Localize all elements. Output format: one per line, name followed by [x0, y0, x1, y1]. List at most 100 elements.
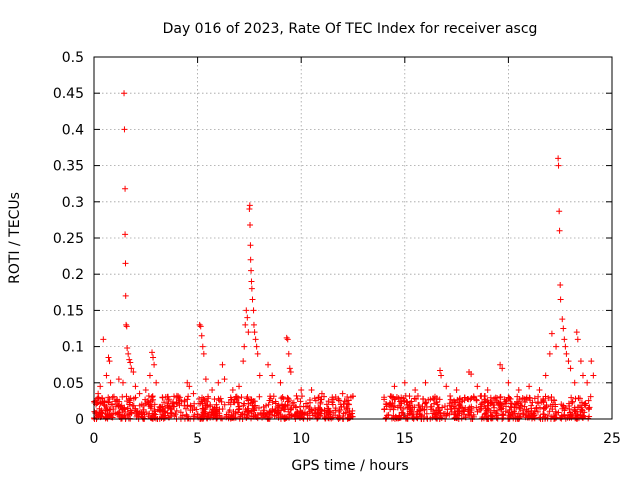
data-point — [390, 394, 397, 401]
data-point — [450, 403, 457, 410]
data-point — [560, 325, 567, 332]
data-point — [451, 415, 458, 422]
data-point — [557, 296, 564, 303]
data-point — [571, 379, 578, 386]
data-point — [432, 411, 439, 418]
data-point — [196, 321, 203, 328]
data-point — [243, 414, 250, 421]
data-point — [124, 405, 131, 412]
data-point — [151, 361, 158, 368]
data-point — [259, 414, 266, 421]
data-point — [127, 399, 134, 406]
data-point — [250, 406, 257, 413]
data-point — [308, 387, 315, 394]
roti-baseline-band — [91, 392, 594, 422]
data-point — [555, 155, 562, 162]
data-point — [105, 399, 112, 406]
data-point — [505, 379, 512, 386]
grid — [94, 57, 612, 419]
data-point — [297, 398, 304, 405]
data-point — [487, 399, 494, 406]
data-point — [403, 414, 410, 421]
data-point — [275, 410, 282, 417]
data-point — [514, 413, 521, 420]
data-point — [574, 336, 581, 343]
data-point — [400, 405, 407, 412]
data-point — [172, 411, 179, 418]
y-tick-label: 0.4 — [62, 122, 84, 138]
data-point — [580, 412, 587, 419]
data-point — [493, 412, 500, 419]
data-point — [579, 407, 586, 414]
data-point — [321, 407, 328, 414]
data-point — [335, 397, 342, 404]
data-point — [444, 406, 451, 413]
data-point — [213, 415, 220, 422]
data-point — [248, 410, 255, 417]
data-point — [561, 412, 568, 419]
data-point — [412, 396, 419, 403]
data-point — [238, 394, 245, 401]
data-point — [523, 406, 530, 413]
data-point — [496, 401, 503, 408]
data-point — [412, 387, 419, 394]
data-point — [183, 411, 190, 418]
data-point — [318, 407, 325, 414]
data-point — [435, 404, 442, 411]
y-tick-label: 0.35 — [53, 159, 84, 175]
data-point — [511, 404, 518, 411]
data-point — [422, 400, 429, 407]
data-point — [531, 407, 538, 414]
data-point — [484, 397, 491, 404]
data-point — [397, 404, 404, 411]
data-point — [587, 393, 594, 400]
data-point — [577, 358, 584, 365]
data-point — [311, 410, 318, 417]
data-point — [569, 399, 576, 406]
x-axis-label: GPS time / hours — [291, 458, 408, 474]
data-point — [279, 404, 286, 411]
data-point — [526, 383, 533, 390]
data-point — [525, 413, 532, 420]
data-point — [436, 396, 443, 403]
data-point — [575, 395, 582, 402]
x-tick-label: 25 — [603, 431, 621, 447]
data-point — [285, 395, 292, 402]
data-point — [150, 354, 157, 361]
data-point — [408, 398, 415, 405]
data-point — [154, 406, 161, 413]
data-point — [443, 383, 450, 390]
data-point — [447, 392, 454, 399]
data-point — [516, 404, 523, 411]
data-point — [105, 354, 112, 361]
data-point — [100, 336, 107, 343]
data-point — [219, 415, 226, 422]
data-point — [247, 400, 254, 407]
data-point — [393, 415, 400, 422]
axis-ticks: 0 0.05 0.1 0.15 0.2 0.25 0.3 0.35 0.4 0.45 0.5 0 5 10… — [53, 50, 621, 447]
data-point — [209, 387, 216, 394]
data-point — [99, 395, 106, 402]
data-point — [561, 407, 568, 414]
data-point — [112, 410, 119, 417]
data-point — [243, 408, 250, 415]
data-point — [96, 409, 103, 416]
data-point — [205, 395, 212, 402]
data-point — [553, 343, 560, 350]
data-point — [548, 330, 555, 337]
data-point — [284, 336, 291, 343]
data-point — [529, 399, 536, 406]
data-point — [545, 395, 552, 402]
data-point — [184, 396, 191, 403]
roti-points — [93, 90, 597, 408]
data-point — [497, 393, 504, 400]
data-point — [323, 401, 330, 408]
data-point — [452, 411, 459, 418]
data-point — [582, 400, 589, 407]
data-point — [414, 408, 421, 415]
data-point — [124, 345, 131, 352]
data-point — [398, 409, 405, 416]
data-point — [200, 407, 207, 414]
data-point — [110, 393, 117, 400]
data-point — [557, 282, 564, 289]
